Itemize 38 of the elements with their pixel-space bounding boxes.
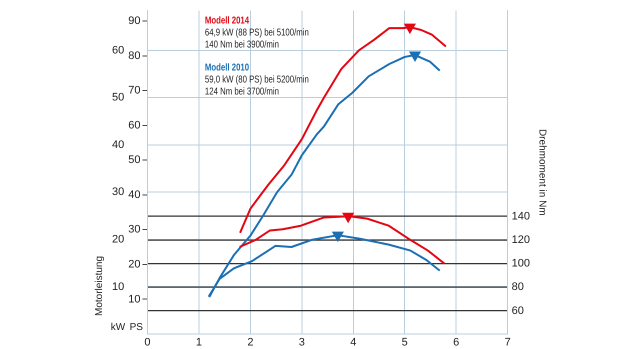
y-tick-label: 20 [112, 233, 124, 246]
x-tick-label: 3 [298, 336, 305, 349]
x-tick-label: 1 [196, 336, 202, 349]
y3-tick-label: 10 [128, 293, 140, 306]
y-tick-label: 10 [112, 280, 124, 293]
x-tick-label: 7 [504, 336, 511, 349]
y3-tick-label: 90 [128, 15, 140, 28]
y3-tick-label: 80 [128, 50, 140, 62]
y2-tick-label: 100 [512, 258, 530, 270]
text: Modell 2014 [204, 14, 250, 26]
text: PS [130, 322, 144, 333]
y-tick-label: 50 [112, 92, 124, 104]
text: kW [110, 322, 126, 333]
y3-tick-label: 70 [128, 84, 140, 97]
y2-tick-label: 60 [512, 304, 524, 317]
y3-tick-label: 40 [128, 188, 140, 201]
y-tick-label: 60 [112, 44, 124, 56]
y3-tick-label: 30 [128, 224, 140, 236]
y-tick-label: 40 [112, 138, 124, 151]
y2-tick-label: 120 [512, 234, 530, 246]
annotation: 59,0 kW (80 PS) bei 5200/min [204, 73, 309, 85]
x-tick-label: 6 [453, 336, 460, 349]
text: Modell 2010 [204, 61, 250, 73]
annotation: 124 Nm bei 3700/min [204, 85, 279, 97]
x-tick-label: 4 [350, 336, 356, 349]
y3-tick-label: 50 [128, 154, 140, 166]
y2-axis-title: Drehmoment in Nm [536, 128, 548, 216]
y-axis-title: Motorleistung [94, 256, 105, 316]
x-tick-label: 0 [144, 336, 151, 349]
y3-tick-label: 20 [128, 258, 140, 270]
y3-tick-label: 60 [128, 119, 140, 132]
x-tick-label: 5 [402, 336, 408, 349]
y2-tick-label: 80 [512, 281, 524, 294]
x-tick-label: 2 [247, 336, 254, 349]
y-tick-label: 30 [112, 186, 124, 198]
y2-tick-label: 140 [512, 210, 530, 222]
annotation: 64,9 kW (88 PS) bei 5100/min [204, 26, 309, 38]
annotation: 140 Nm bei 3900/min [204, 38, 279, 50]
